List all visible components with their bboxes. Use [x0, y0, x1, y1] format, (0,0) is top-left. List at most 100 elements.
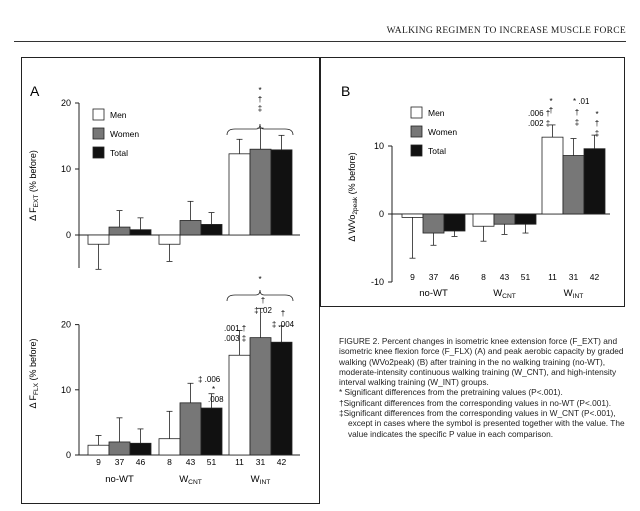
legend-swatch-men: [410, 106, 423, 119]
n-label: 31: [256, 457, 266, 467]
bar-total: [200, 407, 223, 456]
group-label: WINT: [251, 474, 271, 486]
panel-a-frame: [21, 57, 320, 504]
n-label: 42: [277, 457, 287, 467]
n-label: 37: [115, 457, 125, 467]
significance-mark: .001 †: [224, 324, 246, 333]
y-tick-label: 20: [61, 320, 71, 330]
n-label: 9: [96, 457, 101, 467]
bar-women: [422, 213, 445, 234]
y-tick-label: 10: [61, 164, 71, 174]
significance-mark: *: [549, 97, 552, 106]
bar-women: [562, 155, 585, 215]
n-label: 8: [167, 457, 172, 467]
n-label: 51: [521, 272, 531, 282]
y-axis-label: Δ WVo2peak (% before): [347, 152, 359, 241]
header-rule: [14, 41, 626, 42]
bar-women: [108, 441, 131, 456]
figure-caption: FIGURE 2. Percent changes in isometric k…: [339, 336, 629, 439]
significance-mark: .003 ‡: [224, 334, 246, 343]
significance-mark: ‡ .02: [254, 306, 272, 315]
legend-swatch-total: [410, 144, 423, 157]
y-axis-label: Δ FEXT (% before): [28, 150, 40, 221]
significance-bracket: [226, 289, 294, 302]
legend-label: Men: [110, 110, 127, 120]
significance-mark: .008: [208, 395, 224, 404]
bar-women: [179, 220, 202, 236]
significance-mark: ‡ .004: [272, 320, 295, 329]
bar-women: [179, 402, 202, 456]
legend-label: Total: [428, 146, 446, 156]
panel-label-a: A: [30, 83, 40, 99]
significance-mark: ‡ .006: [198, 375, 221, 384]
legend-swatch-women: [92, 127, 105, 140]
bar-total: [270, 149, 293, 236]
bar-women: [108, 226, 131, 236]
group-label: no-WT: [105, 474, 134, 485]
significance-mark: *: [212, 385, 215, 394]
n-label: 46: [136, 457, 146, 467]
bar-total: [583, 148, 606, 215]
bar-women: [249, 337, 272, 456]
significance-mark: ‡: [575, 118, 579, 127]
n-label: 43: [186, 457, 196, 467]
group-label: WCNT: [493, 288, 516, 300]
bar-total: [514, 213, 537, 225]
group-label: WINT: [564, 288, 584, 300]
legend-swatch-women: [410, 125, 423, 138]
significance-mark: †: [595, 119, 599, 128]
y-tick-label: 10: [374, 141, 384, 151]
panel-label-b: B: [341, 83, 350, 99]
bar-men: [158, 234, 181, 245]
bar-women: [493, 213, 516, 225]
caption-footnote-2: †Significant differences from the corres…: [339, 397, 612, 408]
significance-mark: *: [595, 110, 598, 119]
bar-total: [270, 341, 293, 456]
group-label: no-WT: [419, 288, 448, 299]
caption-main: FIGURE 2. Percent changes in isometric k…: [339, 336, 624, 388]
n-label: 37: [429, 272, 439, 282]
significance-mark: ‡: [595, 129, 599, 138]
y-tick-label: 0: [66, 230, 71, 240]
y-tick-label: 0: [379, 209, 384, 219]
group-label: WCNT: [179, 474, 202, 486]
significance-mark: .002 ‡: [528, 119, 550, 128]
n-label: 42: [590, 272, 600, 282]
y-tick-label: 10: [61, 385, 71, 395]
bar-total: [129, 442, 152, 456]
significance-mark: †: [261, 296, 265, 305]
caption-footnote-3: ‡Significant differences from the corres…: [339, 408, 625, 439]
bar-total: [443, 213, 466, 232]
bar-men: [541, 136, 564, 215]
bar-men: [228, 153, 251, 236]
legend-label: Women: [428, 127, 457, 137]
bar-men: [87, 444, 110, 456]
n-label: 11: [548, 272, 557, 282]
bar-men: [472, 213, 495, 227]
significance-mark: *: [258, 86, 261, 95]
n-label: 9: [410, 272, 415, 282]
legend-label: Total: [110, 148, 128, 158]
bar-total: [129, 229, 152, 236]
bar-total: [200, 224, 223, 236]
significance-mark: ‡: [258, 104, 262, 113]
significance-mark: †: [281, 309, 285, 318]
significance-mark: †: [258, 95, 262, 104]
bar-men: [401, 213, 424, 218]
significance-bracket: [226, 123, 294, 136]
significance-mark: †: [575, 108, 579, 117]
running-head: WALKING REGIMEN TO INCREASE MUSCLE FORCE: [386, 26, 626, 36]
bar-women: [249, 148, 272, 236]
panel-b-frame: [320, 57, 625, 307]
y-tick-label: -10: [371, 277, 384, 287]
y-axis-label: Δ FFLX (% before): [28, 339, 40, 409]
caption-footnote-1: * Significant differences from the pretr…: [339, 387, 563, 398]
n-label: 8: [481, 272, 486, 282]
n-label: 46: [450, 272, 460, 282]
bar-men: [87, 234, 110, 245]
legend-label: Men: [428, 108, 445, 118]
legend-label: Women: [110, 129, 139, 139]
legend-swatch-men: [92, 108, 105, 121]
significance-mark: * .01: [573, 97, 590, 106]
n-label: 31: [569, 272, 579, 282]
